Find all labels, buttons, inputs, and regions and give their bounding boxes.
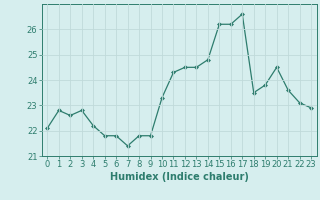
X-axis label: Humidex (Indice chaleur): Humidex (Indice chaleur) xyxy=(110,172,249,182)
